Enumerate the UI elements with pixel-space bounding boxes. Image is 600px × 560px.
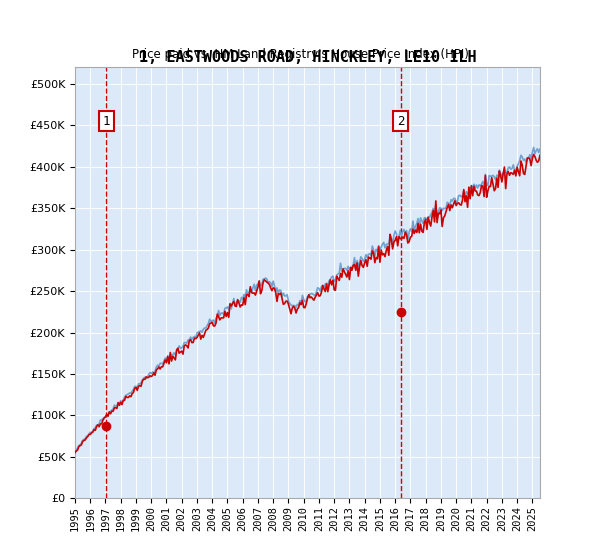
Title: 1, EASTWOODS ROAD, HINCKLEY, LE10 1LH: 1, EASTWOODS ROAD, HINCKLEY, LE10 1LH: [139, 50, 476, 64]
Text: Price paid vs. HM Land Registry's House Price Index (HPI): Price paid vs. HM Land Registry's House …: [131, 48, 469, 60]
Text: 2: 2: [397, 115, 405, 128]
Text: 1: 1: [103, 115, 110, 128]
